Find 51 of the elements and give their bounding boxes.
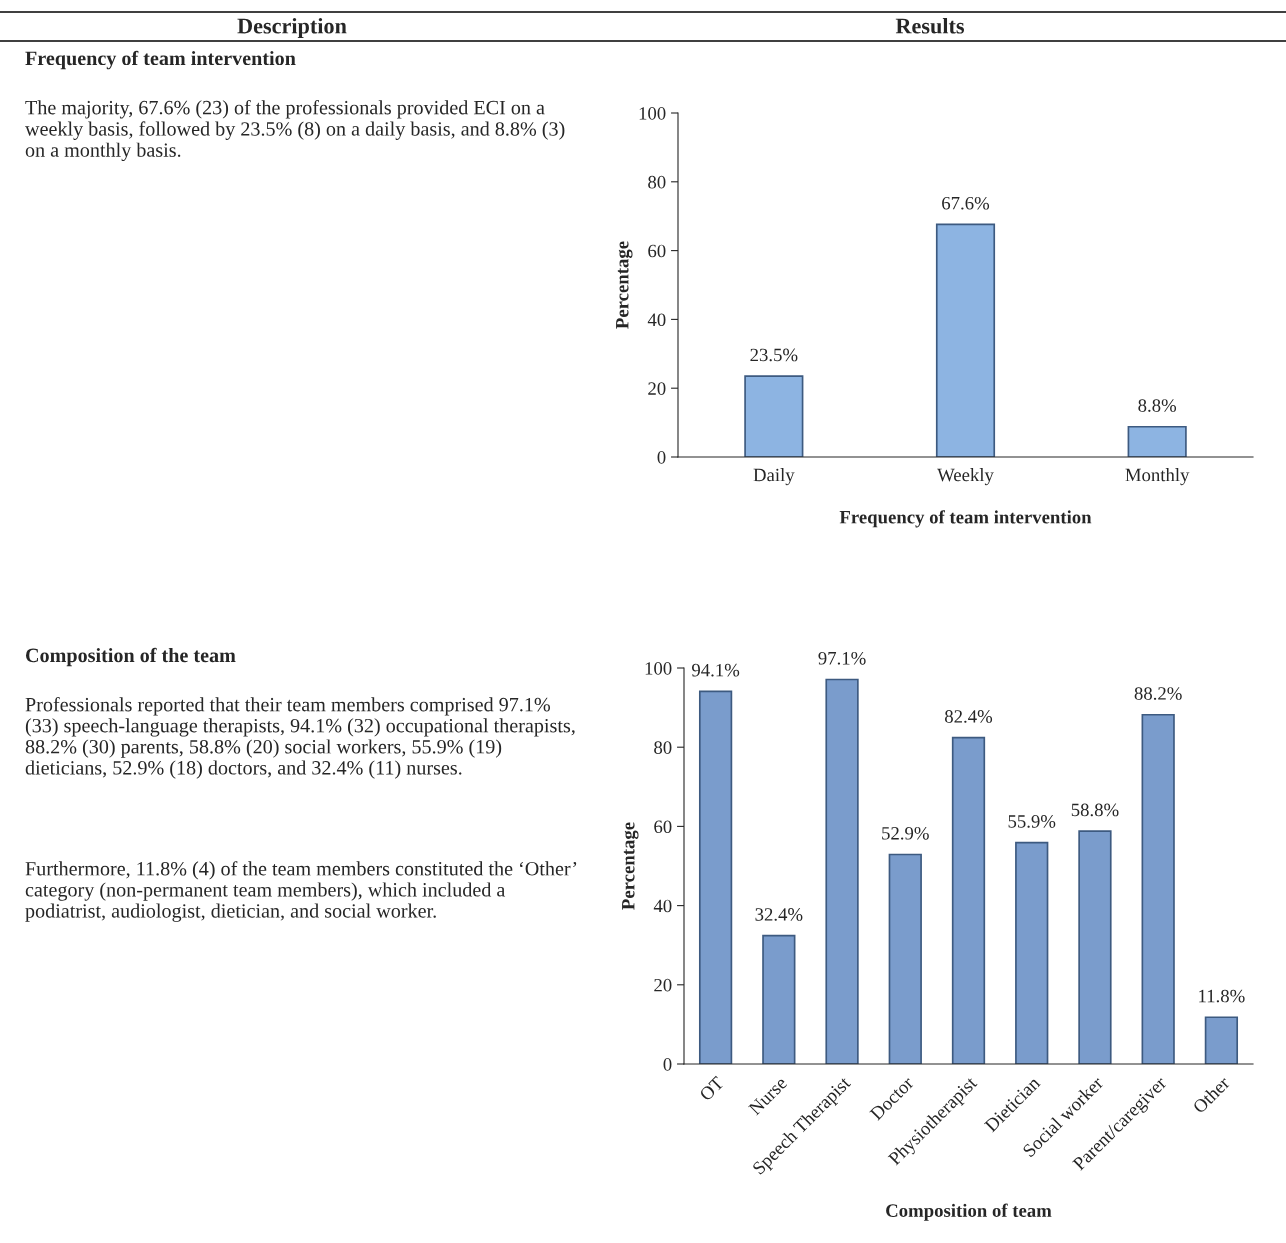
bar (1078, 830, 1112, 1064)
y-tick-label: 20 (654, 978, 672, 992)
y-tick-label: 100 (639, 107, 666, 120)
bar (744, 375, 804, 457)
data-label: 58.8% (1071, 803, 1119, 817)
bar (698, 690, 733, 1064)
x-tick-label: Daily (753, 468, 795, 486)
text: Results (895, 17, 965, 34)
data-label: 67.6% (942, 196, 990, 210)
text: The majority, 67.6% (23) of the professionals provided ECI on a weekly basis, followed by 23.5% (8) on a daily basis, and 8.8% (3) on a monthly basis. (25, 100, 565, 161)
data-label: 32.4% (755, 908, 803, 921)
bar (762, 934, 796, 1064)
text: Professionals reported that their team members comprised 97.1% (33) speech-language therapists, 94.1% (32) occupational therapists, 88.2% (30) parents, 58.8% (20) social workers, 55.9% (19) dieticians, 52.9% (18) doctors, and 32.4% (11) nurses. (25, 697, 575, 779)
bar (825, 678, 859, 1064)
x-tick-label: Monthly (1125, 468, 1190, 486)
y-axis-title: Percentage (622, 822, 639, 910)
data-label: 23.5% (750, 348, 798, 362)
x-tick-label: Weekly (937, 468, 994, 486)
data-label: 8.8% (1138, 399, 1177, 412)
x-axis-title: Composition of team (886, 1203, 1052, 1221)
y-tick-label: 60 (648, 244, 666, 258)
data-label: 97.1% (818, 651, 866, 665)
y-tick-label: 40 (647, 313, 666, 327)
text: Description (237, 17, 347, 39)
text: Frequency of team intervention (25, 50, 296, 70)
y-tick-label: 100 (645, 662, 672, 675)
data-label: 11.8% (1199, 989, 1245, 1003)
data-label: 52.9% (882, 826, 929, 840)
x-axis-title: Frequency of team intervention (839, 510, 1092, 528)
bar (1141, 713, 1175, 1064)
bar (888, 853, 922, 1064)
y-tick-label: 80 (654, 741, 672, 754)
data-label: 55.9% (1008, 815, 1056, 828)
y-tick-label: 60 (654, 820, 672, 834)
bar (1015, 841, 1049, 1064)
bar (1127, 425, 1187, 457)
bar (1204, 1016, 1239, 1064)
y-tick-label: 0 (663, 1058, 672, 1071)
bar (951, 736, 986, 1064)
text: Furthermore, 11.8% (4) of the team members constituted the ‘Other’ category (non-permanent team members), which included a podiatrist, audiologist, dietician, and social worker. (25, 861, 577, 922)
y-tick-label: 20 (648, 382, 666, 395)
text: Composition of the team (25, 647, 236, 667)
data-label: 82.4% (945, 710, 993, 723)
y-tick-label: 80 (648, 175, 666, 189)
x-tick-label: OT (698, 1075, 725, 1102)
y-tick-label: 0 (657, 451, 666, 464)
bar (935, 223, 996, 457)
data-label: 94.1% (692, 663, 740, 677)
y-axis-title: Percentage (616, 241, 633, 329)
data-label: 88.2% (1134, 687, 1182, 700)
y-tick-label: 40 (653, 899, 672, 913)
